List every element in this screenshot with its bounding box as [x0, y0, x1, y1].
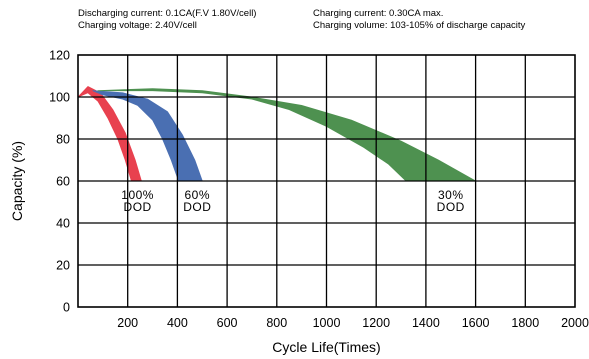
- y-tick-label: 100: [49, 91, 70, 105]
- x-tick-label: 800: [266, 316, 287, 330]
- band-label-0-line-0: 100%: [121, 188, 154, 202]
- x-tick-label: 1600: [462, 316, 490, 330]
- band-label-2-line-1: DOD: [437, 200, 465, 214]
- x-tick-label: 1200: [362, 316, 390, 330]
- discharging-current-note: Discharging current: 0.1CA(F.V 1.80V/cel…: [78, 8, 257, 19]
- y-tick-label: 60: [56, 175, 70, 189]
- band-label-1-line-1: DOD: [183, 200, 211, 214]
- band-label-0-line-1: DOD: [124, 200, 152, 214]
- charging-volume-note: Charging volume: 103-105% of discharge c…: [313, 20, 526, 31]
- y-tick-label: 120: [49, 49, 70, 63]
- x-tick-label: 200: [117, 316, 138, 330]
- charging-voltage-note: Charging voltage: 2.40V/cell: [78, 20, 197, 31]
- axis-ticks: 200 400 600 800 1000 1200 1400 1600 1800 2000 0 20 4…: [49, 49, 589, 331]
- x-tick-label: 400: [167, 316, 188, 330]
- charging-current-note: Charging current: 0.30CA max.: [313, 8, 444, 19]
- x-axis-title: Cycle Life(Times): [272, 339, 380, 355]
- band-label-2-line-0: 30%: [438, 188, 464, 202]
- plot-frame: [77, 54, 576, 308]
- y-tick-label: 40: [56, 217, 70, 231]
- x-tick-label: 2000: [561, 316, 589, 330]
- y-tick-label: 20: [56, 259, 70, 273]
- x-tick-label: 1000: [313, 316, 341, 330]
- chart-grid: [78, 55, 575, 307]
- y-axis-title: Capacity (%): [9, 141, 25, 221]
- y-tick-label: 80: [56, 133, 70, 147]
- band-label-1-line-0: 60%: [185, 188, 211, 202]
- x-tick-label: 1800: [511, 316, 539, 330]
- y-tick-label: 0: [63, 301, 70, 315]
- dod-band-2: [97, 88, 476, 182]
- x-tick-label: 1400: [412, 316, 440, 330]
- x-tick-label: 600: [217, 316, 238, 330]
